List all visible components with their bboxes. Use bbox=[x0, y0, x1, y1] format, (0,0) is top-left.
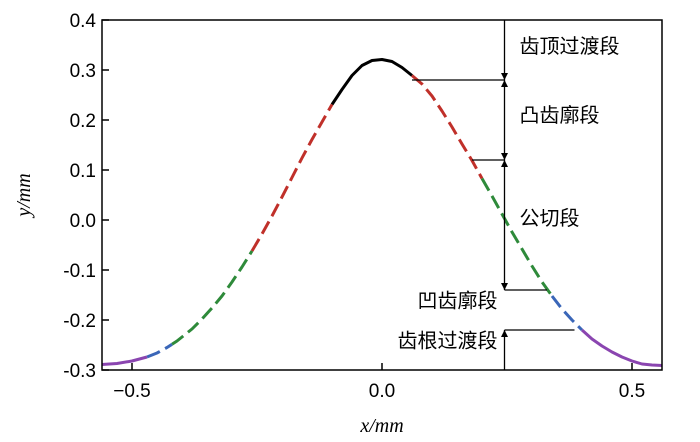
segment-label-1: 齿顶过渡段 bbox=[520, 34, 620, 58]
x-tick-label-3: 0.5 bbox=[619, 381, 645, 402]
y-tick-label-2: 0.3 bbox=[70, 61, 96, 82]
segment-label-3: 公切段 bbox=[520, 206, 580, 230]
y-tick-label-8: -0.3 bbox=[63, 361, 96, 382]
curve-segment-2-2 bbox=[411, 74, 484, 180]
y-tick-label-4: 0.1 bbox=[70, 161, 96, 182]
x-tick-label-1: −0.5 bbox=[113, 381, 151, 402]
curve-segments bbox=[101, 58, 663, 367]
plot-frame bbox=[101, 19, 663, 371]
y-tick-label-3: 0.2 bbox=[70, 111, 96, 132]
curve-segment-5-2 bbox=[580, 328, 663, 367]
y-axis-label: y/mm bbox=[13, 173, 35, 218]
y-tick-label-7: -0.2 bbox=[63, 311, 96, 332]
x-axis-label: x/mm bbox=[359, 415, 403, 437]
curve-segment-5-1 bbox=[101, 355, 148, 366]
curve-segment-3-2 bbox=[480, 177, 554, 297]
curve-segment-4-1 bbox=[146, 343, 173, 359]
y-tick-label-5: 0.0 bbox=[70, 211, 96, 232]
axis-ticks: −0.5 0.0 0.5 0.4 0.3 0.2 0.1 0.0 -0.1 -0.2 -0.3 bbox=[63, 11, 645, 402]
y-tick-label-1: 0.4 bbox=[70, 11, 97, 32]
segment-label-4: 凹齿廓段 bbox=[418, 289, 498, 313]
y-tick-label-6: -0.1 bbox=[63, 261, 96, 282]
curve-segment-1-1 bbox=[330, 58, 413, 106]
segment-label-5: 齿根过渡段 bbox=[398, 329, 498, 353]
x-tick-label-2: 0.0 bbox=[369, 381, 395, 402]
curve-segment-3-1 bbox=[171, 250, 254, 346]
curve-segment-4-2 bbox=[550, 295, 584, 332]
segment-label-2: 凸齿廓段 bbox=[520, 103, 600, 127]
curve-segment-2-1 bbox=[250, 103, 334, 252]
